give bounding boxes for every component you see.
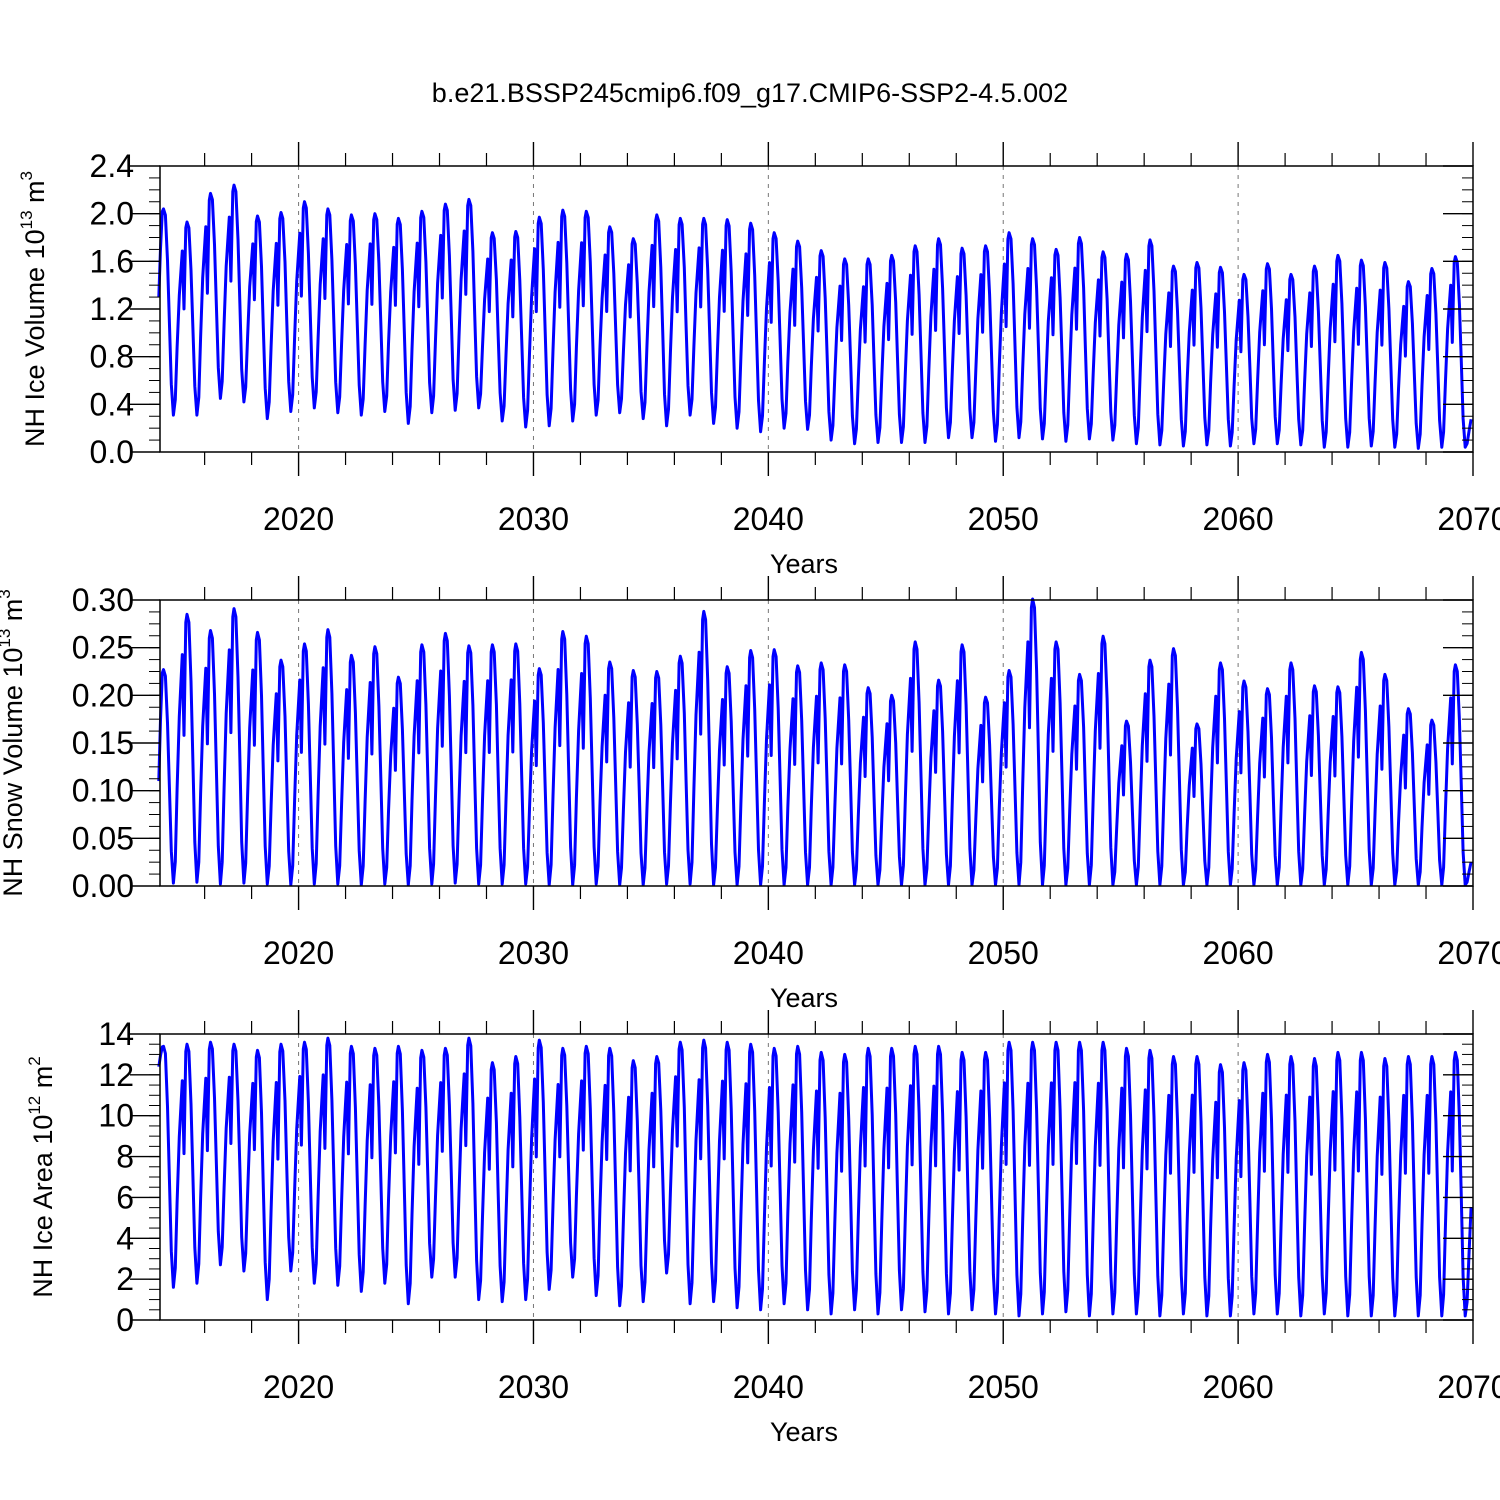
y-axis-title-base: NH Snow Volume 10	[0, 648, 28, 897]
y-tick-label: 0.25	[72, 630, 134, 666]
y-tick-label: 0.4	[90, 386, 134, 422]
y-axis-title-base: NH Ice Volume 10	[20, 229, 50, 447]
y-axis-title-unit: m	[20, 180, 50, 210]
y-tick-label: 0.05	[72, 820, 134, 856]
x-tick-label: 2020	[263, 935, 334, 971]
y-tick-label: 0.8	[90, 339, 134, 375]
y-tick-label: 0.0	[90, 434, 134, 470]
x-axis-title: Years	[770, 549, 838, 579]
figure-title: b.e21.BSSP245cmip6.f09_g17.CMIP6-SSP2-4.…	[432, 78, 1068, 108]
x-tick-label: 2040	[733, 1369, 804, 1405]
series-line	[157, 1036, 1473, 1318]
y-tick-label: 0.20	[72, 677, 134, 713]
y-tick-label: 2.4	[90, 148, 134, 184]
y-tick-label: 12	[98, 1057, 134, 1093]
x-tick-label: 2070	[1437, 935, 1500, 971]
y-tick-label: 10	[98, 1098, 134, 1134]
x-tick-label: 2050	[968, 501, 1039, 537]
series-line	[157, 597, 1473, 887]
y-tick-label: 1.6	[90, 243, 134, 279]
y-axis-title: NH Ice Area 1012 m2	[25, 1056, 58, 1297]
y-tick-label: 1.2	[90, 291, 134, 327]
y-axis-title-unit-exp: 3	[17, 171, 36, 180]
x-tick-label: 2030	[498, 501, 569, 537]
x-tick-label: 2020	[263, 501, 334, 537]
y-tick-label: 2.0	[90, 196, 134, 232]
x-tick-label: 2050	[968, 935, 1039, 971]
y-axis-title-exp: 13	[0, 629, 14, 648]
y-tick-label: 0.10	[72, 773, 134, 809]
y-tick-label: 14	[98, 1016, 134, 1052]
y-axis-title-unit: m	[28, 1066, 58, 1096]
x-tick-label: 2060	[1203, 501, 1274, 537]
x-tick-label: 2040	[733, 935, 804, 971]
y-axis-title-exp: 12	[25, 1096, 44, 1115]
y-axis-title-unit-exp: 2	[25, 1056, 44, 1065]
x-tick-label: 2020	[263, 1369, 334, 1405]
y-tick-label: 0.30	[72, 582, 134, 618]
y-axis-title-unit: m	[0, 599, 28, 629]
y-tick-label: 0.15	[72, 725, 134, 761]
y-axis-title: NH Ice Volume 1013 m3	[17, 171, 50, 447]
x-tick-label: 2050	[968, 1369, 1039, 1405]
y-tick-label: 8	[116, 1139, 134, 1175]
ice-area-panel: 2020 2030 2040 2050 2060 2070 0 2 4 6 8 10 12 14 Years…	[25, 1010, 1500, 1447]
x-axis-title: Years	[770, 1417, 838, 1447]
ice-volume-panel: 2020 2030 2040 2050 2060 2070 0.0 0.4 0.8 1.2 1.6 2…	[17, 142, 1500, 579]
x-tick-label: 2030	[498, 1369, 569, 1405]
x-tick-label: 2070	[1437, 501, 1500, 537]
y-tick-label: 2	[116, 1261, 134, 1297]
series-line	[157, 183, 1473, 450]
x-tick-label: 2040	[733, 501, 804, 537]
x-axis-title: Years	[770, 983, 838, 1013]
y-tick-label: 4	[116, 1220, 134, 1256]
snow-volume-panel: 2020 2030 2040 2050 2060 2070 0.00 0.05 0.10 0.15…	[0, 576, 1500, 1013]
y-axis-title: NH Snow Volume 1013 m3	[0, 589, 28, 897]
y-tick-label: 0.00	[72, 868, 134, 904]
x-tick-label: 2060	[1203, 935, 1274, 971]
x-tick-label: 2070	[1437, 1369, 1500, 1405]
y-axis-title-base: NH Ice Area 10	[28, 1115, 58, 1298]
y-axis-title-unit-exp: 3	[0, 589, 14, 598]
y-tick-label: 0	[116, 1302, 134, 1338]
x-tick-label: 2030	[498, 935, 569, 971]
y-tick-label: 6	[116, 1179, 134, 1215]
y-axis-title-exp: 13	[17, 210, 36, 229]
x-tick-label: 2060	[1203, 1369, 1274, 1405]
